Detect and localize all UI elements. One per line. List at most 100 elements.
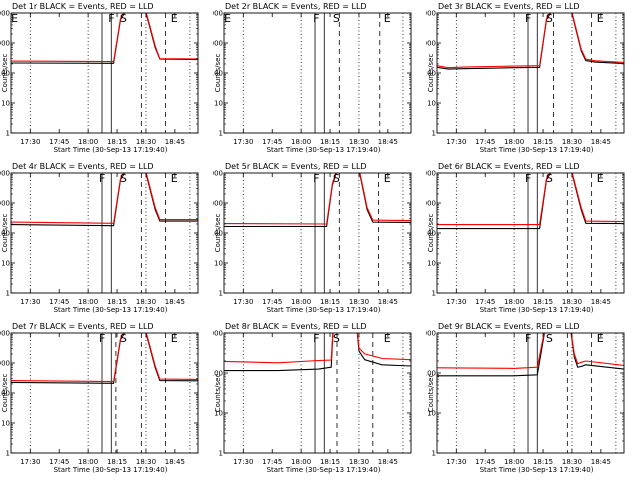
x-tick-label: 18:00: [78, 298, 98, 306]
x-tick-label: 18:15: [107, 458, 127, 466]
x-tick-label: 18:15: [320, 138, 340, 146]
event-marker-label: S: [120, 12, 127, 25]
x-tick-label: 17:30: [20, 138, 40, 146]
plot-area: [11, 13, 198, 133]
x-tick-label: 17:45: [262, 458, 282, 466]
chart-title: Det 9r BLACK = Events, RED = LLD: [438, 322, 580, 331]
event-marker-label: E: [11, 12, 18, 25]
x-tick-label: 18:45: [591, 458, 611, 466]
x-tick-label: 18:00: [78, 138, 98, 146]
chart-svg: Det 6r BLACK = Events, RED = LLD Counts/s…: [426, 162, 625, 314]
x-tick-label: 17:30: [233, 138, 253, 146]
x-tick-label: 18:45: [591, 138, 611, 146]
event-marker-label: S: [333, 332, 340, 345]
y-axis-label: Counts/sec: [1, 54, 9, 93]
plot-area: [11, 333, 198, 453]
plot-frame: [10, 172, 199, 294]
plot-frame: [223, 172, 412, 294]
y-tick-label: 1: [6, 450, 10, 458]
x-tick-label: 17:30: [233, 458, 253, 466]
x-tick-label: 18:00: [291, 138, 311, 146]
x-tick-label: 18:00: [504, 458, 524, 466]
x-axis-label: Start Time (30-Sep-13 17:19:40): [480, 466, 594, 474]
series-line-lld: [11, 173, 198, 224]
x-tick-label: 18:45: [378, 298, 398, 306]
chart-title: Det 2r BLACK = Events, RED = LLD: [225, 2, 367, 11]
x-tick-label: 18:00: [78, 458, 98, 466]
x-tick-label: 18:30: [136, 458, 156, 466]
plot-area: [224, 333, 411, 453]
y-tick-label: 10: [1, 420, 10, 428]
x-axis-label: Start Time (30-Sep-13 17:19:40): [480, 306, 594, 314]
event-marker-label: F: [313, 172, 319, 185]
chart-svg: Det 7r BLACK = Events, RED = LLD Counts/s…: [0, 322, 199, 474]
event-marker-label: S: [546, 12, 553, 25]
event-marker-label: E: [171, 332, 178, 345]
event-marker-label: E: [597, 332, 604, 345]
event-marker-label: E: [384, 12, 391, 25]
chart-svg: Det 5r BLACK = Events, RED = LLD Counts/s…: [213, 162, 412, 314]
x-tick-label: 17:45: [475, 298, 495, 306]
y-tick-label: 100: [426, 370, 436, 378]
event-marker-label: S: [120, 332, 127, 345]
x-tick-label: 18:30: [349, 138, 369, 146]
x-tick-label: 17:45: [475, 458, 495, 466]
y-tick-label: 1: [219, 130, 223, 138]
x-tick-label: 18:15: [533, 138, 553, 146]
x-tick-label: 18:45: [165, 298, 185, 306]
y-tick-label: 1: [219, 290, 223, 298]
event-marker-label: F: [99, 332, 105, 345]
chart-panel-det-8r: Det 8r BLACK = Events, RED = LLD Counts/s…: [213, 320, 426, 480]
y-tick-label: 10: [214, 100, 223, 108]
y-tick-label: 100: [426, 230, 436, 238]
x-axis-label: Start Time (30-Sep-13 17:19:40): [54, 146, 168, 154]
y-tick-label: 1: [6, 130, 10, 138]
y-tick-label: 100: [213, 370, 223, 378]
event-marker-label: E: [171, 172, 178, 185]
plot-frame: [436, 172, 625, 294]
y-tick-label: 10: [427, 410, 436, 418]
y-tick-label: 10: [427, 100, 436, 108]
chart-title: Det 1r BLACK = Events, RED = LLD: [12, 2, 154, 11]
x-tick-label: 17:45: [262, 138, 282, 146]
x-tick-label: 18:45: [378, 458, 398, 466]
event-marker-label: S: [333, 172, 340, 185]
x-tick-label: 18:45: [165, 138, 185, 146]
x-tick-label: 18:30: [562, 138, 582, 146]
plot-frame: [223, 12, 412, 134]
x-tick-label: 18:30: [562, 458, 582, 466]
y-axis-label: Counts/sec: [214, 214, 222, 253]
x-tick-label: 18:15: [533, 458, 553, 466]
chart-title: Det 3r BLACK = Events, RED = LLD: [438, 2, 580, 11]
plot-area: [437, 13, 624, 133]
y-axis-label: Counts/sec: [427, 54, 435, 93]
x-tick-label: 17:30: [20, 458, 40, 466]
x-tick-label: 17:45: [49, 138, 69, 146]
x-axis-label: Start Time (30-Sep-13 17:19:40): [54, 306, 168, 314]
event-marker-label: S: [546, 332, 553, 345]
y-tick-label: 100: [213, 70, 223, 78]
plot-area: [437, 333, 624, 453]
series-line-lld: [437, 173, 624, 226]
event-marker-label: E: [597, 12, 604, 25]
x-tick-label: 18:45: [591, 298, 611, 306]
event-marker-label: E: [384, 332, 391, 345]
chart-panel-det-6r: Det 6r BLACK = Events, RED = LLD Counts/s…: [426, 160, 639, 320]
y-tick-label: 10: [427, 260, 436, 268]
x-axis-label: Start Time (30-Sep-13 17:19:40): [267, 466, 381, 474]
plot-frame: [10, 332, 199, 454]
chart-panel-det-1r: Det 1r BLACK = Events, RED = LLD Counts/s…: [0, 0, 213, 160]
chart-svg: Det 8r BLACK = Events, RED = LLD Counts/s…: [213, 322, 412, 474]
x-tick-label: 18:00: [291, 458, 311, 466]
event-marker-label: E: [597, 172, 604, 185]
x-tick-label: 17:30: [446, 298, 466, 306]
